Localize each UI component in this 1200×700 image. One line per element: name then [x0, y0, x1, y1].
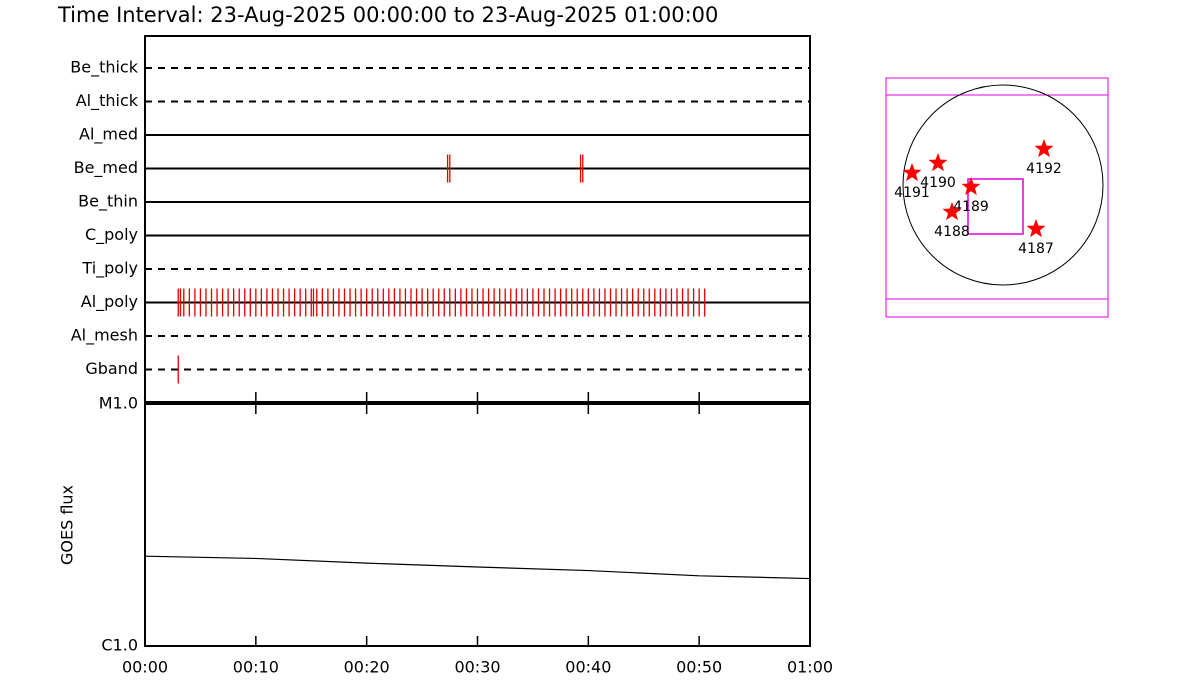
lane-label: Al_mesh — [71, 326, 138, 346]
x-tick-label: 00:00 — [122, 658, 168, 677]
x-tick-label: 00:50 — [676, 658, 722, 677]
lane-label: Gband — [85, 359, 138, 378]
lane-label: Al_med — [79, 125, 138, 145]
lane-label: Be_med — [74, 158, 138, 178]
target-box — [967, 178, 1024, 235]
y-axis-label: GOES flux — [58, 485, 77, 565]
region-label: 4189 — [953, 199, 989, 215]
lane-label: Ti_poly — [81, 259, 138, 279]
lane-label: C_poly — [85, 225, 138, 245]
x-tick-label: 00:40 — [565, 658, 611, 677]
region-marker — [1026, 219, 1046, 238]
region-label: 4187 — [1018, 241, 1054, 257]
y-tick-label: C1.0 — [101, 636, 138, 655]
region-marker — [961, 177, 981, 196]
lanes-frame — [144, 35, 811, 403]
region-label: 4191 — [894, 185, 930, 201]
goes-line — [144, 555, 811, 580]
lane-label: Al_poly — [81, 292, 138, 312]
y-tick-label: M1.0 — [99, 394, 138, 413]
x-tick-label: 01:00 — [787, 658, 833, 677]
title: Time Interval: 23-Aug-2025 00:00:00 to 2… — [57, 3, 718, 27]
x-tick-label: 00:30 — [454, 658, 500, 677]
solar-limb — [902, 84, 1104, 286]
region-marker — [902, 163, 922, 182]
region-label: 4192 — [1026, 161, 1062, 177]
fov-box — [885, 94, 1109, 300]
lane-label: Al_thick — [76, 91, 139, 111]
region-marker — [928, 153, 948, 172]
lane-label: Be_thin — [78, 192, 138, 212]
region-marker — [942, 202, 962, 221]
region-marker — [1034, 139, 1054, 158]
x-tick-label: 00:10 — [233, 658, 279, 677]
region-label: 4190 — [920, 175, 956, 191]
lane-label: Be_thick — [70, 58, 138, 78]
goes-frame — [144, 403, 811, 647]
region-label: 4188 — [934, 224, 970, 240]
x-tick-label: 00:20 — [344, 658, 390, 677]
